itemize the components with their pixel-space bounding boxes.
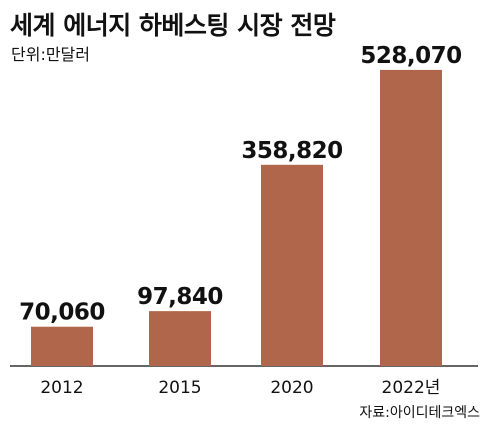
data-label-3: 358,820	[241, 138, 342, 164]
x-tick-label-4: 2022년	[382, 378, 441, 398]
chart-unit: 단위:만달러	[11, 45, 90, 64]
chart-source: 자료:아이디테크엑스	[359, 405, 480, 421]
data-label-2: 97,840	[137, 284, 223, 310]
bar-4	[380, 69, 442, 366]
x-tick-label-1: 2012	[40, 378, 83, 398]
data-label-4: 528,070	[360, 43, 461, 69]
data-label-1: 70,060	[19, 300, 105, 326]
bar-3	[261, 164, 323, 366]
x-tick-label-2: 2015	[158, 378, 201, 398]
bar-1	[31, 326, 93, 366]
chart-title: 세계 에너지 하베스팅 시장 전망	[10, 11, 336, 40]
x-tick-label-3: 2020	[270, 378, 313, 398]
bar-2	[149, 311, 211, 366]
